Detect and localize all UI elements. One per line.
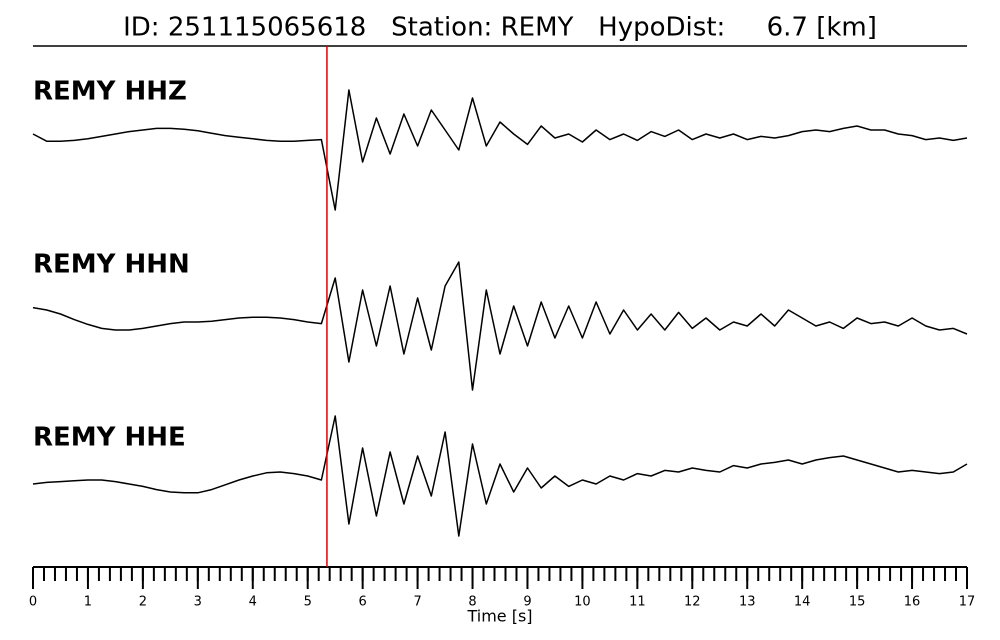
x-tick-label: 14 <box>794 595 811 610</box>
x-tick-label: 11 <box>629 595 646 610</box>
x-tick-label: 7 <box>413 595 421 610</box>
trace-label: REMY HHN <box>33 250 190 280</box>
x-tick-label: 12 <box>684 595 701 610</box>
x-tick-label: 6 <box>359 595 367 610</box>
x-tick-label: 15 <box>849 595 866 610</box>
x-tick-label: 5 <box>304 595 312 610</box>
x-tick-label: 10 <box>574 595 591 610</box>
waveform <box>32 261 968 391</box>
x-tick-label: 16 <box>904 595 921 610</box>
waveform <box>32 415 968 537</box>
x-tick-label: 2 <box>139 595 147 610</box>
x-tick-label: 1 <box>84 595 92 610</box>
waveform <box>32 89 968 211</box>
x-tick-label: 13 <box>739 595 756 610</box>
x-axis-label: Time [s] <box>466 607 532 626</box>
trace-label: REMY HHE <box>33 423 186 453</box>
chart-title: ID: 251115065618 Station: REMY HypoDist:… <box>123 13 877 43</box>
x-tick-label: 17 <box>959 595 976 610</box>
trace-label: REMY HHZ <box>33 77 187 107</box>
x-tick-label: 4 <box>249 595 257 610</box>
x-tick-label: 8 <box>468 595 476 610</box>
x-tick-label: 3 <box>194 595 202 610</box>
x-tick-label: 9 <box>523 595 531 610</box>
x-tick-label: 0 <box>29 595 37 610</box>
